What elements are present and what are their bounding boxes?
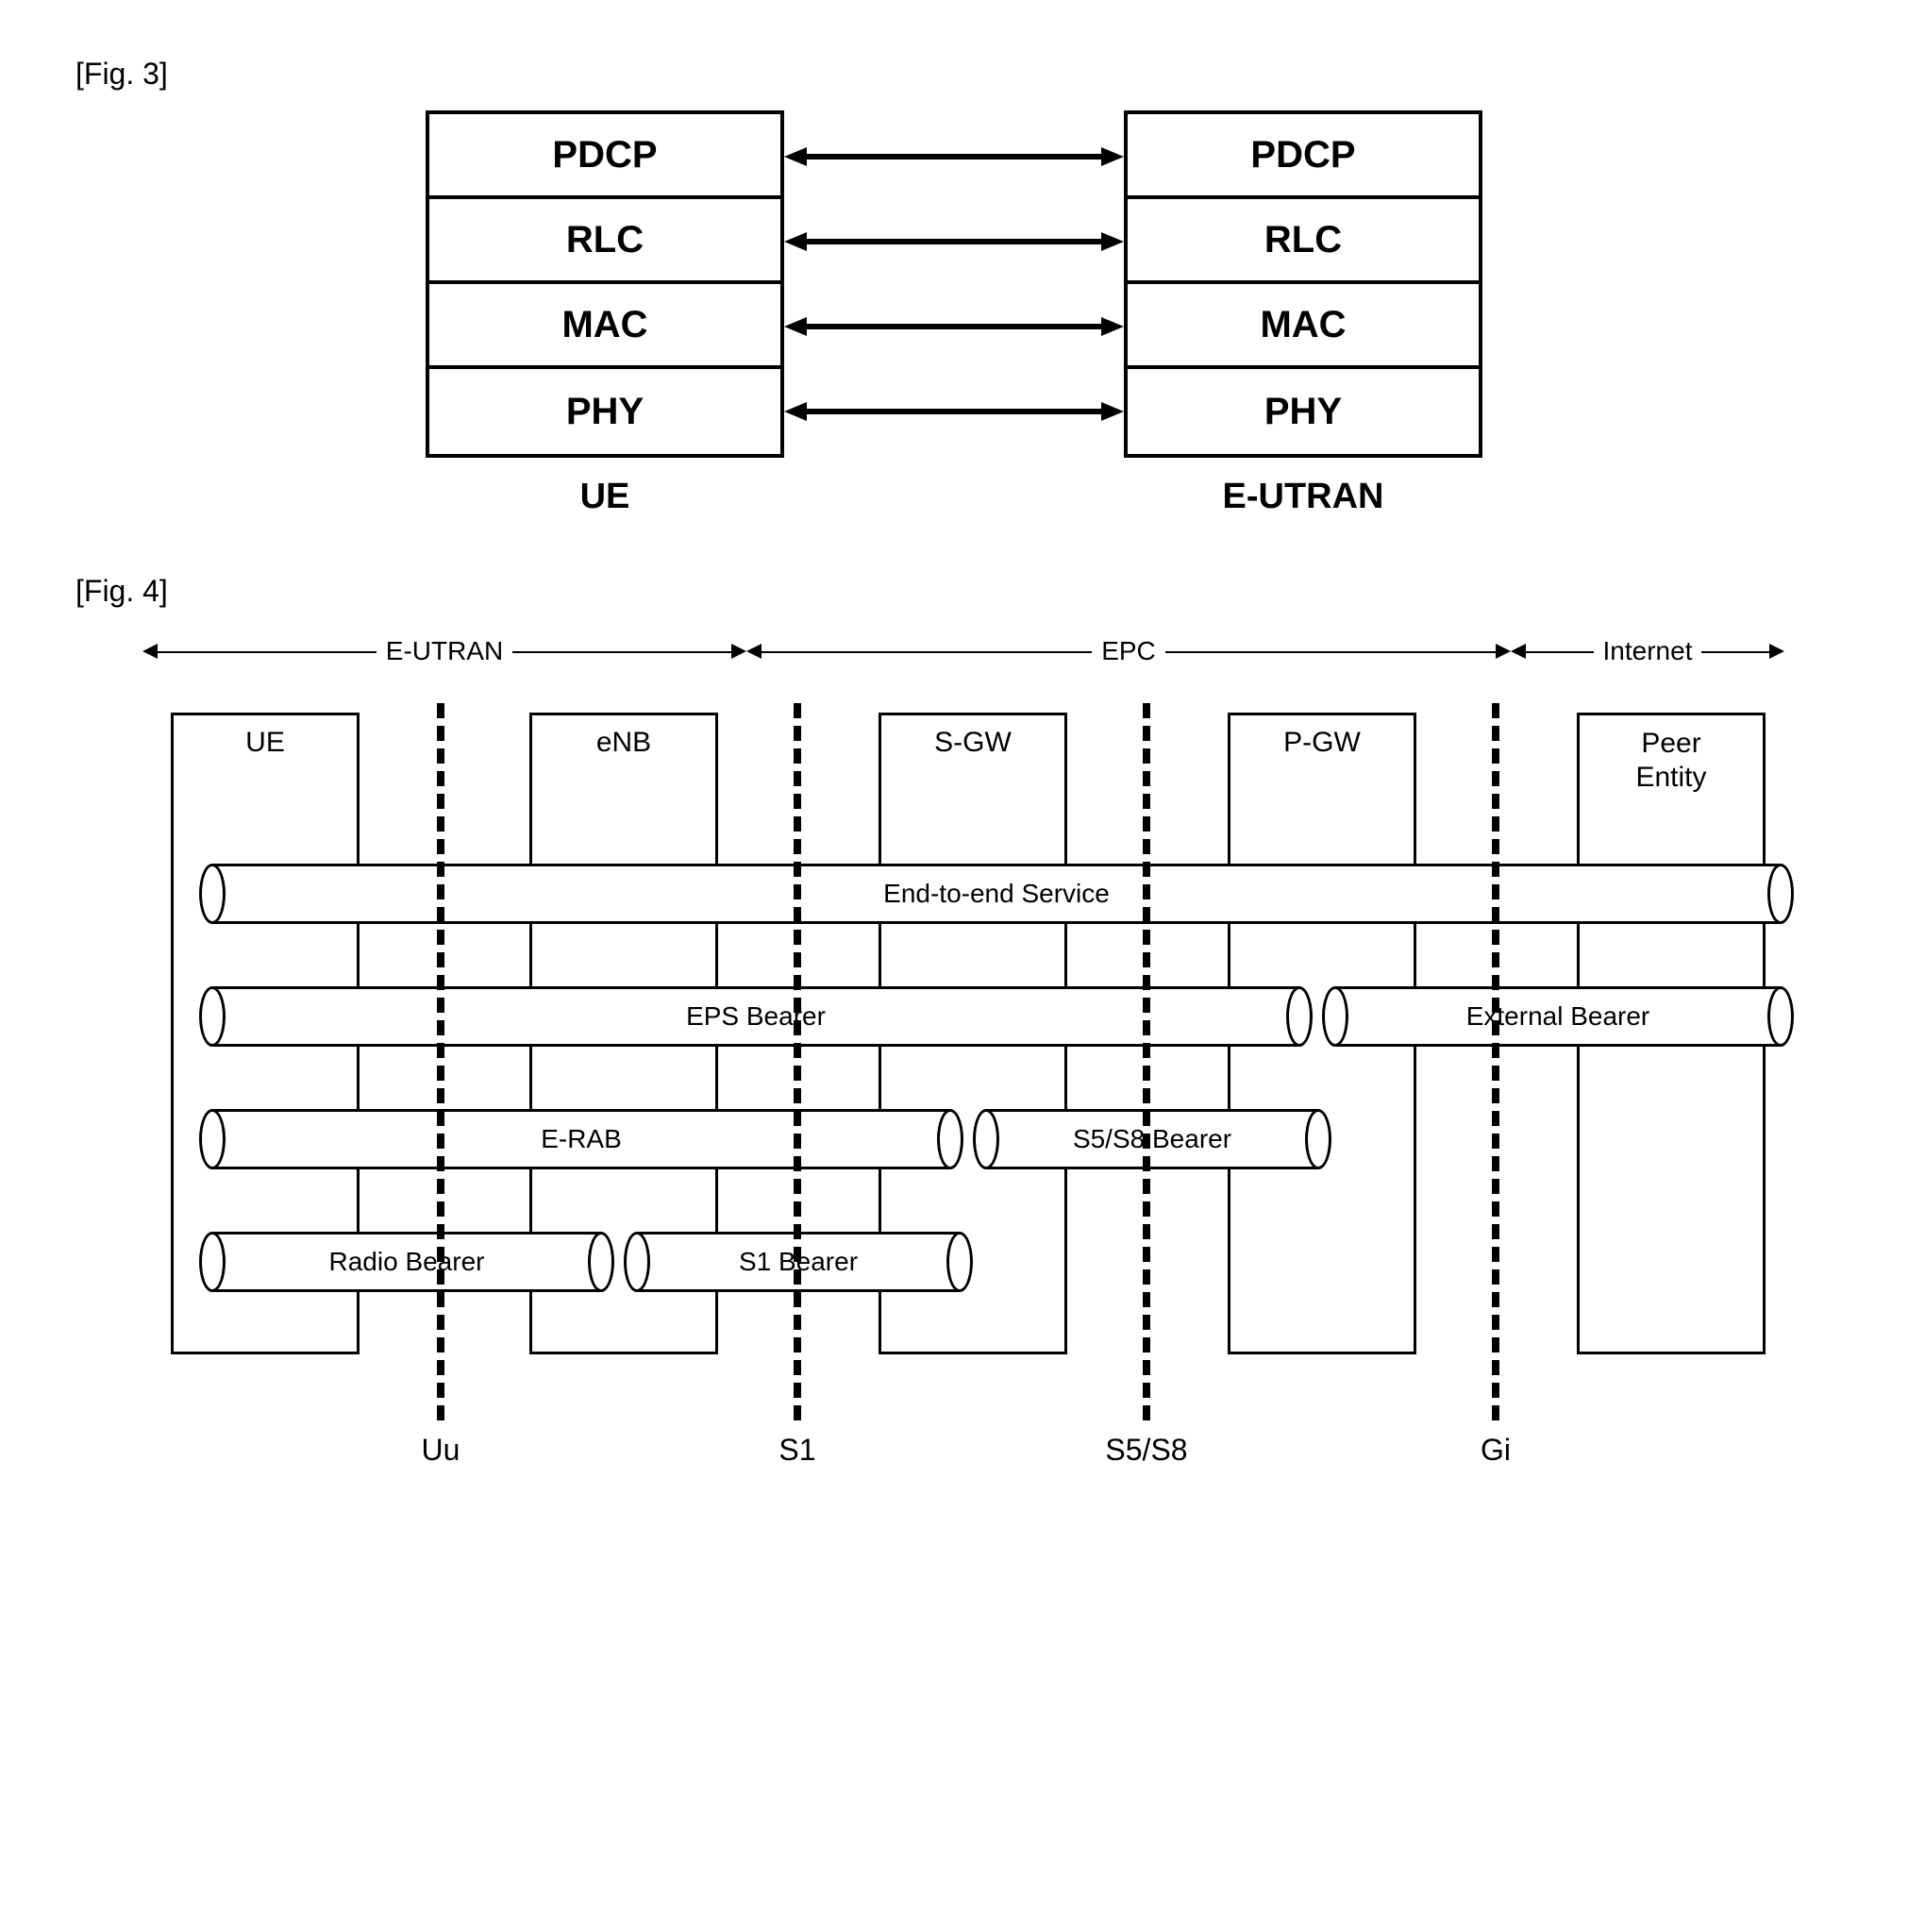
fig3-left-layer-1: RLC <box>429 199 780 284</box>
bearer-label: External Bearer <box>1335 986 1781 1047</box>
bearer-5: Radio Bearer <box>199 1232 614 1292</box>
cylinder-cap-icon <box>1322 986 1348 1047</box>
domain-bar: E-UTRAN EPC Internet <box>105 628 1803 675</box>
fig3-label: [Fig. 3] <box>75 57 1833 92</box>
domain-seg-2: Internet <box>1511 628 1784 675</box>
fig3-right-layer-0: PDCP <box>1128 114 1479 199</box>
fig3-arrow-0 <box>784 114 1124 199</box>
bearer-label: E-RAB <box>212 1109 950 1169</box>
fig4-label: [Fig. 4] <box>75 574 1833 609</box>
bearer-label: End-to-end Service <box>212 864 1781 924</box>
cylinder-cap-icon <box>588 1232 614 1292</box>
cylinder-cap-icon <box>199 1232 226 1292</box>
double-arrow-icon <box>784 145 1124 168</box>
fig3-arrow-3 <box>784 369 1124 454</box>
interface-line-2 <box>1143 703 1150 1420</box>
fig3-right-stack-col: PDCP RLC MAC PHY E-UTRAN <box>1124 110 1482 517</box>
cylinder-cap-icon <box>973 1109 999 1169</box>
double-arrow-icon <box>784 400 1124 423</box>
domain-label: Internet <box>1594 636 1702 666</box>
fig3-arrow-2 <box>784 284 1124 369</box>
fig3-left-stack-col: PDCP RLC MAC PHY UE <box>426 110 784 517</box>
domain-seg-0: E-UTRAN <box>142 628 746 675</box>
bearer-label: EPS Bearer <box>212 986 1299 1047</box>
fig3-arrow-1 <box>784 199 1124 284</box>
cylinder-cap-icon <box>199 986 226 1047</box>
fig4-diagram: E-UTRANEPCInternetUEeNBS-GWP-GWPeerEntit… <box>105 628 1803 1477</box>
cylinder-cap-icon <box>937 1109 963 1169</box>
cylinder-cap-icon <box>946 1232 973 1292</box>
fig3-left-layer-0: PDCP <box>429 114 780 199</box>
cylinder-cap-icon <box>624 1232 650 1292</box>
interface-line-0 <box>437 703 444 1420</box>
fig3-left-stack: PDCP RLC MAC PHY <box>426 110 784 458</box>
fig3-diagram: PDCP RLC MAC PHY UE <box>75 110 1833 517</box>
fig3-arrows <box>784 110 1124 454</box>
interface-label-3: Gi <box>1481 1433 1511 1468</box>
interface-label-2: S5/S8 <box>1105 1433 1187 1468</box>
bearer-2: External Bearer <box>1322 986 1794 1047</box>
cylinder-cap-icon <box>199 864 226 924</box>
fig3-right-layer-1: RLC <box>1128 199 1479 284</box>
cylinder-cap-icon <box>1767 986 1794 1047</box>
interface-label-1: S1 <box>778 1433 815 1468</box>
fig3-right-layer-3: PHY <box>1128 369 1479 454</box>
bearer-4: S5/S8 Bearer <box>973 1109 1331 1169</box>
bearer-label: S5/S8 Bearer <box>986 1109 1318 1169</box>
cylinder-cap-icon <box>199 1109 226 1169</box>
fig3-left-name: UE <box>580 477 630 517</box>
cylinder-cap-icon <box>1286 986 1313 1047</box>
interface-label-0: Uu <box>422 1433 460 1468</box>
fig3-left-layer-2: MAC <box>429 284 780 369</box>
fig3-right-layer-2: MAC <box>1128 284 1479 369</box>
bearer-label: Radio Bearer <box>212 1232 601 1292</box>
interface-line-3 <box>1492 703 1499 1420</box>
fig3-right-name: E-UTRAN <box>1223 477 1384 517</box>
domain-label: E-UTRAN <box>377 636 512 666</box>
cylinder-cap-icon <box>1767 864 1794 924</box>
fig3-left-layer-3: PHY <box>429 369 780 454</box>
double-arrow-icon <box>784 315 1124 338</box>
cylinder-cap-icon <box>1305 1109 1331 1169</box>
interface-line-1 <box>794 703 801 1420</box>
domain-seg-1: EPC <box>746 628 1511 675</box>
fig3-right-stack: PDCP RLC MAC PHY <box>1124 110 1482 458</box>
bearer-3: E-RAB <box>199 1109 963 1169</box>
double-arrow-icon <box>784 230 1124 253</box>
domain-label: EPC <box>1092 636 1165 666</box>
